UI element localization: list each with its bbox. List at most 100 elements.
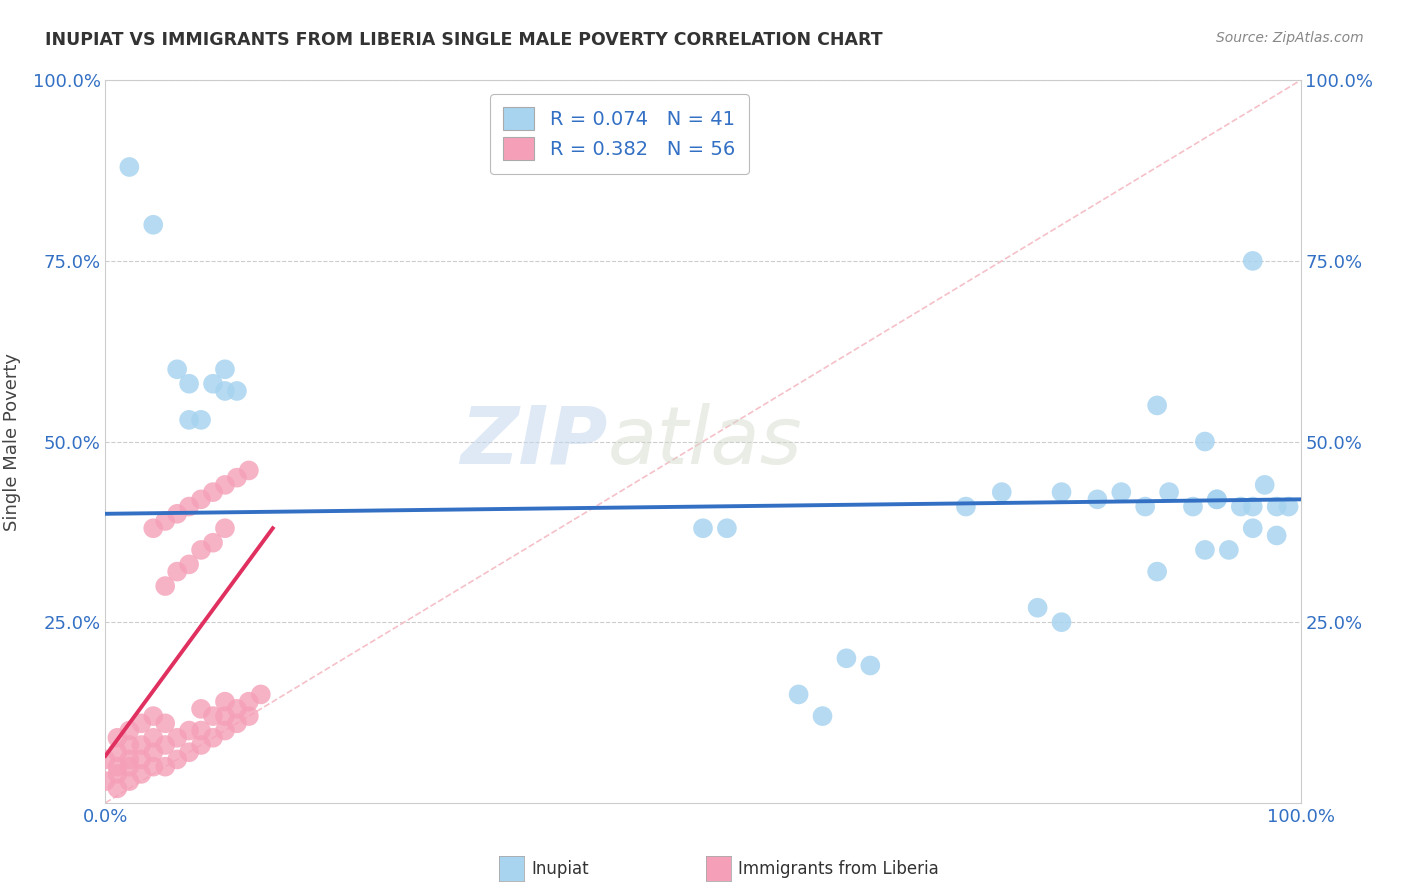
Point <box>1050 615 1073 630</box>
Point <box>177 376 201 391</box>
Point <box>1241 521 1264 535</box>
Point <box>107 767 129 781</box>
Point <box>225 470 249 484</box>
Point <box>142 218 165 232</box>
Point <box>177 413 201 427</box>
Point <box>166 507 188 521</box>
Point <box>1181 500 1204 514</box>
Point <box>142 760 165 774</box>
Point <box>1146 398 1168 412</box>
Point <box>166 731 188 745</box>
Point <box>202 535 225 549</box>
Point <box>118 752 141 766</box>
Point <box>1277 500 1299 514</box>
Point <box>202 731 225 745</box>
Text: Immigrants from Liberia: Immigrants from Liberia <box>738 860 939 878</box>
Point <box>166 362 188 376</box>
Text: Source: ZipAtlas.com: Source: ZipAtlas.com <box>1216 31 1364 45</box>
Point <box>214 362 236 376</box>
Point <box>118 723 141 738</box>
Point <box>107 731 129 745</box>
Point <box>177 745 201 759</box>
Point <box>692 521 714 535</box>
Point <box>190 702 212 716</box>
Point <box>214 384 236 398</box>
Point <box>202 485 225 500</box>
Point <box>1254 478 1277 492</box>
Y-axis label: Single Male Poverty: Single Male Poverty <box>3 352 21 531</box>
Legend: R = 0.074   N = 41, R = 0.382   N = 56: R = 0.074 N = 41, R = 0.382 N = 56 <box>489 94 749 174</box>
Point <box>214 478 236 492</box>
Point <box>107 745 129 759</box>
Text: INUPIAT VS IMMIGRANTS FROM LIBERIA SINGLE MALE POVERTY CORRELATION CHART: INUPIAT VS IMMIGRANTS FROM LIBERIA SINGL… <box>45 31 883 49</box>
Point <box>1241 500 1264 514</box>
Point <box>177 558 201 572</box>
Point <box>990 485 1012 500</box>
Point <box>214 709 236 723</box>
Point <box>118 160 141 174</box>
Text: ZIP: ZIP <box>460 402 607 481</box>
Point <box>118 760 141 774</box>
Point <box>787 687 810 701</box>
Point <box>225 702 249 716</box>
Point <box>1241 253 1264 268</box>
Point <box>1265 500 1288 514</box>
Point <box>177 500 201 514</box>
Point <box>859 658 882 673</box>
Point <box>153 579 177 593</box>
Point <box>214 723 236 738</box>
Point <box>153 760 177 774</box>
Point <box>1026 600 1049 615</box>
Point <box>94 774 117 789</box>
Point <box>835 651 858 665</box>
Point <box>250 687 273 701</box>
Point <box>190 738 212 752</box>
Point <box>153 716 177 731</box>
Point <box>118 774 141 789</box>
Point <box>142 709 165 723</box>
Point <box>107 781 129 796</box>
Point <box>202 709 225 723</box>
Point <box>238 709 260 723</box>
Point <box>142 521 165 535</box>
Point <box>190 723 212 738</box>
Point <box>107 760 129 774</box>
Point <box>225 716 249 731</box>
Point <box>190 413 212 427</box>
Point <box>142 731 165 745</box>
Point <box>190 492 212 507</box>
Point <box>1050 485 1073 500</box>
Point <box>1229 500 1251 514</box>
Point <box>238 463 260 477</box>
Point <box>94 752 117 766</box>
Point <box>1206 492 1229 507</box>
Point <box>238 695 260 709</box>
Point <box>129 716 153 731</box>
Point <box>153 514 177 528</box>
Point <box>214 695 236 709</box>
Point <box>1218 542 1240 557</box>
Point <box>955 500 977 514</box>
Point <box>129 752 153 766</box>
Point <box>166 752 188 766</box>
Point <box>1206 492 1229 507</box>
Point <box>202 376 225 391</box>
Point <box>177 723 201 738</box>
Point <box>1194 434 1216 449</box>
Point <box>1194 542 1216 557</box>
Point <box>1085 492 1108 507</box>
Text: Inupiat: Inupiat <box>531 860 589 878</box>
Point <box>190 542 212 557</box>
Point <box>1159 485 1181 500</box>
Point <box>166 565 188 579</box>
Point <box>225 384 249 398</box>
Point <box>129 738 153 752</box>
Point <box>1146 565 1168 579</box>
Point <box>1133 500 1156 514</box>
Point <box>118 738 141 752</box>
Point <box>153 738 177 752</box>
Text: atlas: atlas <box>607 402 803 481</box>
Point <box>716 521 738 535</box>
Point <box>142 745 165 759</box>
Point <box>811 709 834 723</box>
